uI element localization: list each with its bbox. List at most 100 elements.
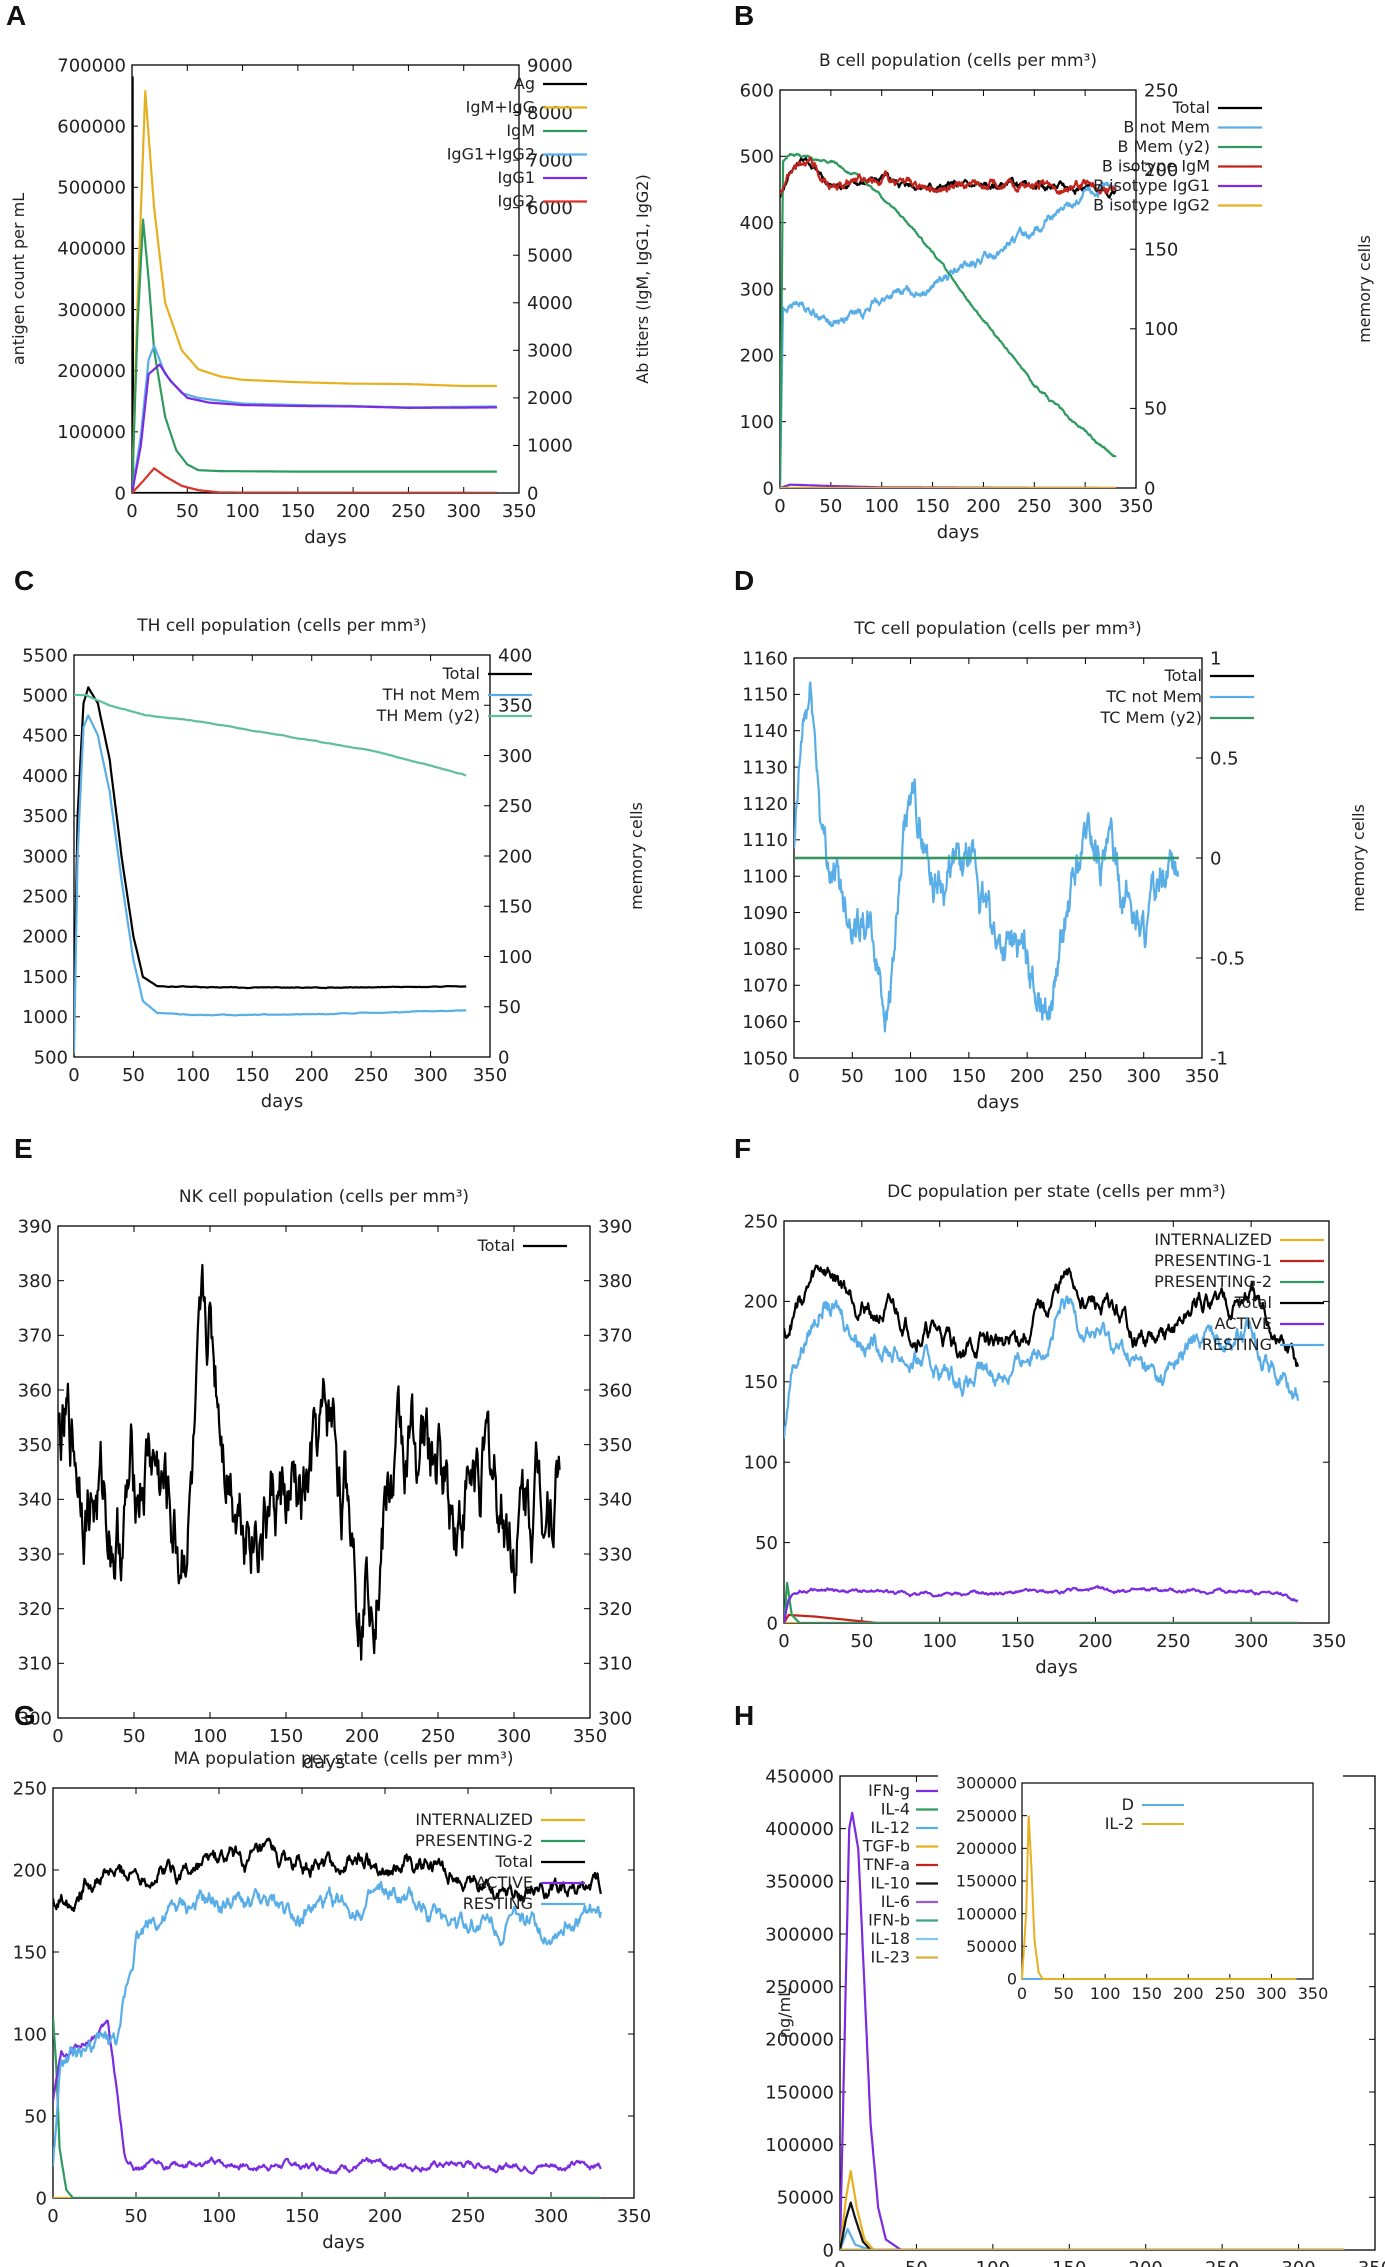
y-tick-label: 100 [740, 412, 774, 433]
y-tick-label: 150 [744, 1372, 778, 1393]
legend-label: IL-4 [881, 1800, 910, 1819]
chart-title: TC cell population (cells per mm³) [853, 619, 1142, 639]
x-tick-label: 350 [1358, 2258, 1385, 2267]
x-tick-label: 100 [193, 1726, 227, 1747]
x-tick-label: 50 [123, 1726, 146, 1747]
x-tick-label: 300 [534, 2206, 568, 2227]
y2-tick-label: 200 [1144, 160, 1178, 181]
y-tick-label: 100000 [57, 422, 126, 443]
legend-label: TC Mem (y2) [1099, 708, 1202, 727]
legend-label: PRESENTING-2 [1154, 1272, 1272, 1291]
series-line [132, 76, 498, 493]
y-tick-label: 250 [13, 1778, 47, 1799]
x-tick-label: 100 [865, 496, 899, 517]
x-tick-label: 350 [473, 1065, 507, 1086]
legend-label: TNF-a [862, 1855, 910, 1874]
x-tick-label: 350 [502, 501, 536, 522]
panel-a: A 0 50 100 150 200 250 300 350 0 100000 200000 3000… [0, 0, 690, 560]
y-tick-label: 3500 [22, 806, 68, 827]
y-tick-label: 250 [744, 1211, 778, 1232]
x-tick-label: 150 [915, 496, 949, 517]
y-tick-label: 5500 [22, 645, 68, 666]
legend-label: IL-6 [881, 1892, 910, 1911]
y2-tick-label: 1 [1210, 648, 1221, 669]
x-tick-label: 0 [788, 1066, 799, 1087]
y-tick-label: 50000 [777, 2188, 834, 2209]
x-tick-label: 200 [1078, 1631, 1112, 1652]
panel-label: G [14, 1700, 36, 1731]
y2-tick-label: 360 [598, 1380, 632, 1401]
y2-axis-label: memory cells [1349, 804, 1368, 912]
panel-label: B [734, 0, 755, 31]
y-tick-label: 500 [740, 147, 774, 168]
legend-label: Ag [514, 74, 535, 93]
y2-tick-label: 0 [1210, 848, 1221, 869]
y2-tick-label: 1000 [527, 436, 573, 457]
y-tick-label: 500000 [57, 178, 126, 199]
y-tick-label: 4000 [22, 766, 68, 787]
inset-x-tick-label: 350 [1298, 1984, 1329, 2003]
y2-tick-label: 7000 [527, 150, 573, 171]
y2-tick-label: 150 [1144, 240, 1178, 261]
legend-label: IL-12 [871, 1818, 910, 1837]
x-tick-label: 0 [834, 2258, 845, 2267]
panel-label: C [14, 565, 35, 596]
y-tick-label: 1160 [742, 648, 788, 669]
x-tick-label: 0 [68, 1065, 79, 1086]
legend-label: INTERNALIZED [415, 1810, 533, 1829]
x-tick-label: 100 [893, 1066, 927, 1087]
y-tick-label: 3000 [22, 846, 68, 867]
x-tick-label: 50 [125, 2206, 148, 2227]
x-tick-label: 150 [952, 1066, 986, 1087]
panel-d: D 0 50 100 150 200 250 300 350 1050 1060 1070 1080 1… [692, 565, 1385, 1125]
y2-tick-label: 200 [498, 846, 532, 867]
legend-label: RESTING [1202, 1335, 1272, 1354]
inset-y-tick-label: 300000 [956, 1774, 1017, 1793]
legend-label: IFN-g [868, 1781, 910, 1800]
inset-x-tick-label: 150 [1131, 1984, 1162, 2003]
y-tick-label: 1140 [742, 721, 788, 742]
y2-tick-label: 350 [598, 1435, 632, 1456]
y-tick-label: 1150 [742, 685, 788, 706]
legend-label: ACTIVE [1215, 1314, 1272, 1333]
x-tick-label: 100 [225, 501, 259, 522]
y-tick-label: 400 [740, 213, 774, 234]
x-tick-label: 300 [413, 1065, 447, 1086]
legend-label: Total [477, 1236, 515, 1255]
y2-tick-label: 340 [598, 1490, 632, 1511]
x-tick-label: 300 [1127, 1066, 1161, 1087]
chart-a: 0 50 100 150 200 250 300 3500100000200000300000… [9, 55, 652, 548]
y-tick-label: 0 [767, 1613, 778, 1634]
series-line [780, 181, 1117, 488]
y-tick-label: 300 [18, 1708, 52, 1729]
y-tick-label: 700000 [57, 55, 126, 76]
legend-label: B isotype IgM [1102, 157, 1210, 176]
y2-tick-label: 100 [1144, 319, 1178, 340]
y-tick-label: 310 [18, 1654, 52, 1675]
panel-label: E [14, 1133, 33, 1164]
y-tick-label: 300 [740, 279, 774, 300]
y2-tick-label: 0 [1144, 478, 1155, 499]
x-tick-label: 200 [295, 1065, 329, 1086]
x-tick-label: 50 [841, 1066, 864, 1087]
series-line [784, 1295, 1299, 1439]
x-tick-label: 150 [285, 2206, 319, 2227]
y-tick-label: 0 [763, 478, 774, 499]
legend-label: IL-18 [871, 1929, 910, 1948]
y-axis-label: ng/mL [775, 1988, 794, 2038]
x-tick-label: 100 [176, 1065, 210, 1086]
panel-label: H [734, 1700, 755, 1731]
legend-label: TH not Mem [382, 685, 480, 704]
x-tick-label: 250 [1156, 1631, 1190, 1652]
y-tick-label: 0 [823, 2240, 834, 2261]
y2-tick-label: 250 [1144, 80, 1178, 101]
y-tick-label: 350 [18, 1435, 52, 1456]
x-axis-label: days [322, 2232, 365, 2253]
legend-label: IgG1 [498, 168, 535, 187]
inset-x-tick-label: 200 [1173, 1984, 1204, 2003]
y-tick-label: 0 [36, 2188, 47, 2209]
x-tick-label: 100 [202, 2206, 236, 2227]
series-line [132, 90, 498, 493]
y-tick-label: 150000 [765, 2082, 834, 2103]
x-axis-label: days [1035, 1657, 1078, 1678]
